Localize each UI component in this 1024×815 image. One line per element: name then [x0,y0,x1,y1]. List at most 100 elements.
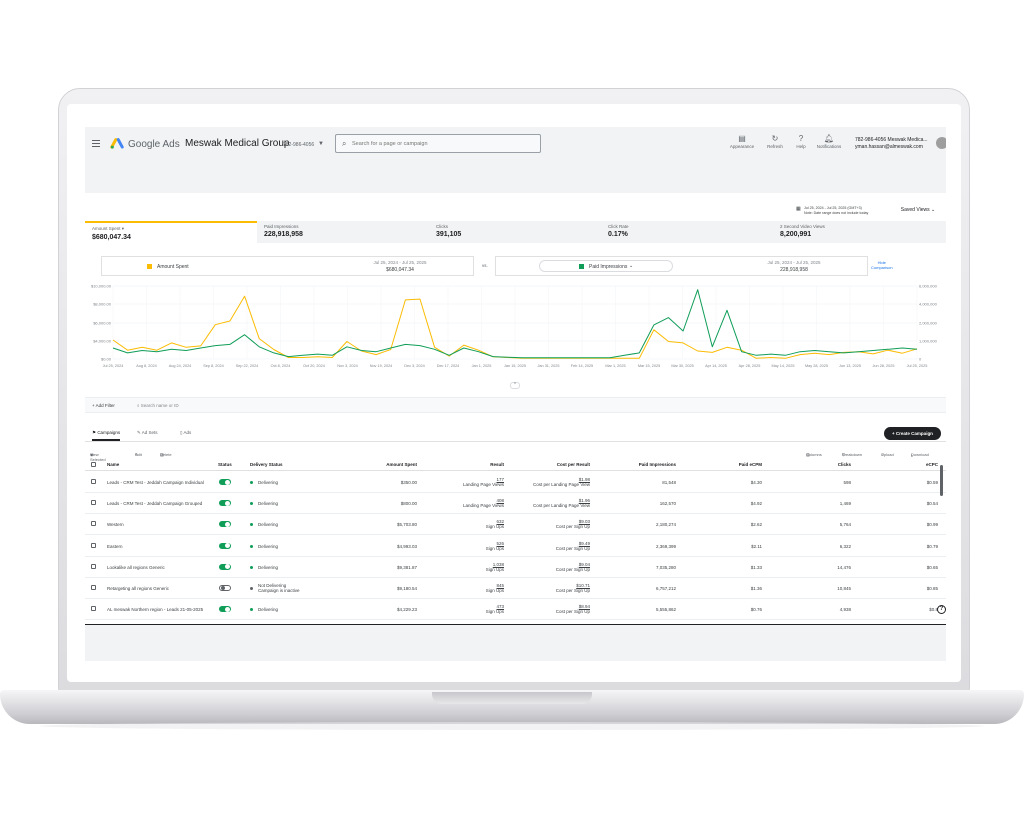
row-checkbox[interactable] [91,521,96,527]
select-all-checkbox[interactable] [91,462,96,467]
result: 408 Landing Page Views [435,498,504,508]
metric-selector[interactable]: Paid Impressions ⌄ [539,260,673,272]
result-value[interactable]: 177 [496,477,504,482]
status-toggle[interactable] [219,479,231,485]
result-value[interactable]: 526 [496,540,504,546]
col-cost-per-result[interactable]: Cost per Result [556,462,590,467]
table-row[interactable]: Western Delivering $5,703.80 632 Sign Ups $9.… [85,514,946,536]
col-ecpc[interactable]: eCPC [925,462,938,467]
cost-per-result: $1.96 Cost per Landing Page View [510,498,590,508]
status-toggle[interactable] [219,542,231,549]
pencil-icon: ✎ [135,452,139,457]
cost-per-result: $9.03 Cost per Sign Up [510,519,590,529]
metric-value: 391,105 [436,231,462,238]
metric-amount-spent[interactable]: Amount Spent ▾ $680,047.34 [85,221,257,243]
help-button[interactable]: ? Help [786,133,816,149]
col-amount-spent[interactable]: Amount Spent [386,462,417,467]
tab-ad-sets[interactable]: ✎ Ad Sets [137,430,158,436]
appearance-button[interactable]: ▤ Appearance [727,133,757,149]
campaign-name[interactable]: AL meswak Northern region - Leads 21-05-… [107,607,204,613]
campaign-name[interactable]: Retargeting all regions Generic [107,586,170,591]
filter-search-input[interactable]: ⌕ Search name or ID [137,403,179,408]
col-paid-impressions[interactable]: Paid Impressions [638,462,676,467]
result-value[interactable]: 473 [496,604,504,610]
status-toggle[interactable] [219,606,231,613]
campaign-name[interactable]: Leads - CRM Test - Jeddah Campaign Group… [107,501,203,507]
hide-comparison-link[interactable]: Hide Comparison [871,260,893,270]
metric-clicks[interactable]: Clicks 391,105 [429,221,601,243]
status-toggle[interactable] [219,500,231,507]
cost-per-result-value[interactable]: $9.04 [578,561,590,567]
refresh-button[interactable]: ↻ Refresh [760,133,790,149]
breakdown-label: Breakdown [842,452,863,457]
table-scrollbar[interactable] [940,465,943,496]
status-toggle[interactable] [219,563,231,570]
y-axis-right-tick-label: 2,000,000 [919,321,938,326]
cost-per-result-value[interactable]: $9.49 [578,540,590,546]
status-toggle[interactable] [219,521,231,528]
col-result[interactable]: Result [490,462,504,467]
collapse-chart-icon[interactable]: ⌃ [510,382,520,389]
tab-ads[interactable]: ▯ Ads [180,430,191,436]
result-value[interactable]: 408 [496,498,504,504]
row-checkbox[interactable] [91,542,96,548]
result-value[interactable]: 632 [496,519,504,525]
cost-per-result-value[interactable]: $1.98 [578,477,590,482]
col-status[interactable]: Status [218,462,232,467]
row-checkbox[interactable] [91,585,96,590]
search-input[interactable] [352,138,532,150]
table-row[interactable]: Lookalike all regions Generic Delivering $… [85,557,946,578]
campaign-name[interactable]: Western [107,522,124,528]
clicks: 598 [843,480,851,485]
table-row[interactable]: Leads - CRM Test - Jeddah Campaign Indiv… [85,472,946,493]
row-checkbox[interactable] [91,500,96,506]
cost-per-result-value[interactable]: $1.96 [578,498,590,504]
account-name[interactable]: Meswak Medical Group [185,138,290,149]
table-row[interactable]: AL meswak Northern region - Leads 21-05-… [85,599,946,621]
col-paid-ecpm[interactable]: Paid eCPM [738,462,762,467]
col-clicks[interactable]: Clicks [837,462,851,467]
help-icon[interactable]: ? [937,605,946,614]
result-value[interactable]: 1,038 [492,561,504,567]
upload-icon: ⇪ [881,452,885,457]
user-email: yman.hassan@almeswak.com [855,144,923,150]
metric-paid-impressions[interactable]: Paid Impressions 228,918,958 [257,221,429,243]
row-checkbox[interactable] [91,563,96,569]
create-campaign-button[interactable]: + Create Campaign [884,427,941,440]
cost-per-result-value[interactable]: $8.94 [578,604,590,610]
cost-per-result: $8.94 Cost per Sign Up [510,604,590,614]
col-name[interactable]: Name [107,462,120,467]
campaign-name[interactable]: Eastern [107,543,123,549]
cost-per-result-value[interactable]: $9.03 [578,519,590,525]
avatar[interactable] [936,137,946,149]
table-row[interactable]: Leads - CRM Test - Jeddah Campaign Group… [85,493,946,515]
date-range-picker[interactable]: ▦ Jul 25, 2024 - Jul 25, 2025 (GMT+3) No… [792,204,890,217]
account-dropdown-icon[interactable]: ▼ [318,141,324,147]
metric-video-views[interactable]: 2 Second Video Views 8,200,991 [773,221,945,243]
table-row[interactable]: Retargeting all regions Generic Not Deliv… [85,578,946,599]
search-box[interactable]: ⌕ [335,134,541,153]
ecpc: $0.99 [926,522,938,528]
paid-ecpm: $4.30 [750,480,762,485]
laptop-shadow [40,722,984,730]
ecpc: $0.54 [926,501,938,507]
saved-views-button[interactable]: Saved Views ⌄ [894,204,942,217]
cost-per-result-value[interactable]: $10.71 [576,583,590,588]
campaign-name[interactable]: Lookalike all regions Generic [107,564,165,570]
notifications-button[interactable]: 🔔︎ Notifications [814,133,844,149]
add-filter-button[interactable]: + Add Filter [92,403,115,408]
status-toggle[interactable] [219,585,231,591]
row-checkbox[interactable] [91,606,96,612]
campaign-name[interactable]: Leads - CRM Test - Jeddah Campaign Indiv… [107,480,204,485]
hide-label: Hide [877,260,886,265]
paid-impressions: 6,757,212 [655,586,676,591]
row-checkbox[interactable] [91,479,96,484]
metric-click-rate[interactable]: Click Rate 0.17% [601,221,773,243]
tab-campaigns[interactable]: ⚑ Campaigns [92,430,121,441]
result-value[interactable]: 845 [496,583,504,588]
menu-icon[interactable] [92,140,100,147]
table-row[interactable]: Eastern Delivering $4,993.03 526 Sign Ups $9.… [85,536,946,557]
user-info[interactable]: 782-986-4056 Meswak Medica... yman.hassa… [855,137,928,151]
comparison-right-range: Jul 25, 2024 - Jul 25, 2025 [767,260,821,265]
col-delivery-status[interactable]: Delivery Status [250,462,283,467]
